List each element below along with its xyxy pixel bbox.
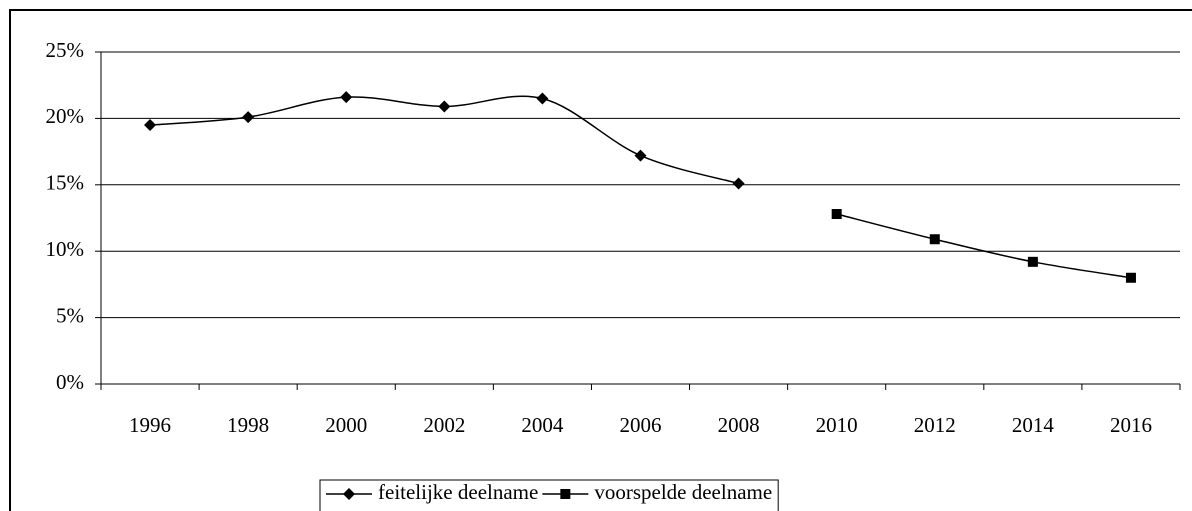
marker — [144, 119, 157, 132]
marker — [242, 111, 255, 124]
y-tick-label: 15% — [46, 171, 85, 195]
y-tick-label: 25% — [46, 38, 85, 62]
marker — [929, 234, 940, 245]
marker — [560, 489, 571, 499]
legend-box — [319, 479, 779, 511]
x-tick-label: 2004 — [521, 413, 564, 437]
marker — [634, 149, 647, 162]
legend-label: feitelijke deelname — [378, 480, 538, 504]
y-tick-label: 20% — [46, 104, 85, 128]
x-tick-label: 2002 — [423, 413, 465, 437]
x-tick-label: 2006 — [620, 413, 662, 437]
marker — [1027, 256, 1038, 267]
series-line — [836, 213, 1132, 279]
y-tick-label: 10% — [46, 237, 85, 261]
marker — [536, 92, 549, 105]
x-tick-label: 2008 — [718, 413, 760, 437]
marker — [732, 177, 745, 190]
marker — [438, 100, 451, 113]
marker — [831, 209, 842, 220]
x-tick-label: 1998 — [227, 413, 269, 437]
x-tick-label: 1996 — [129, 413, 171, 437]
x-tick-label: 2012 — [914, 413, 956, 437]
legend: feitelijke deelname voorspelde deelname — [319, 479, 779, 511]
chart-border — [9, 9, 1192, 511]
marker — [1125, 272, 1136, 283]
y-tick-label: 0% — [56, 370, 84, 394]
x-tick-label: 2000 — [325, 413, 367, 437]
x-tick-label: 2016 — [1110, 413, 1152, 437]
legend-label: voorspelde deelname — [594, 480, 772, 504]
marker — [340, 91, 353, 104]
y-tick-label: 5% — [56, 303, 84, 327]
x-tick-label: 2010 — [816, 413, 858, 437]
x-tick-label: 2014 — [1012, 413, 1055, 437]
marker — [343, 488, 355, 500]
